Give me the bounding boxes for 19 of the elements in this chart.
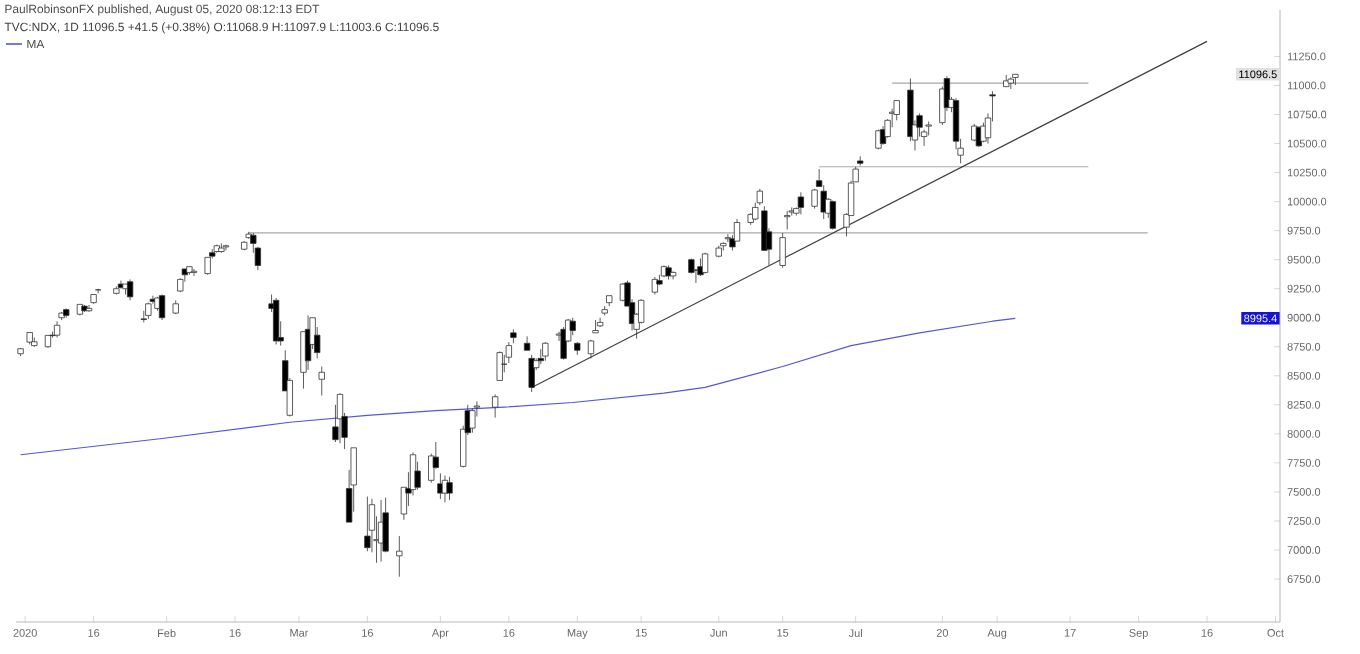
candlestick xyxy=(414,461,421,491)
line-series xyxy=(19,317,1016,456)
candlestick xyxy=(884,119,891,137)
candlestick xyxy=(952,97,960,150)
candlestick xyxy=(272,297,280,345)
candlestick xyxy=(492,393,499,419)
candlestick xyxy=(574,342,581,356)
candlestick xyxy=(318,366,325,396)
candlestick xyxy=(336,393,344,444)
candlestick xyxy=(446,476,453,501)
candlestick xyxy=(542,342,549,362)
candlestick xyxy=(784,210,791,230)
candlestick xyxy=(396,535,403,578)
candlestick xyxy=(779,232,786,269)
candlestick xyxy=(140,310,147,323)
candlestick xyxy=(113,285,120,294)
candlestick xyxy=(364,496,371,552)
candlestick xyxy=(797,191,805,215)
candlestick xyxy=(53,320,61,338)
